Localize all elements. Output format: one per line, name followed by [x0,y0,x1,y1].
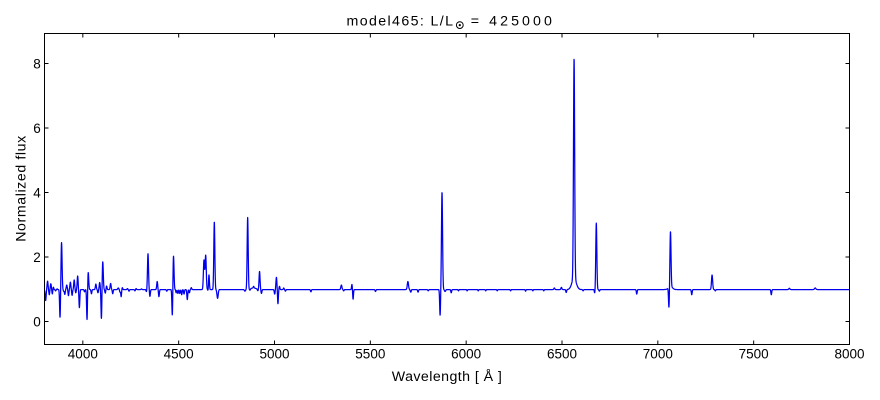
svg-text:0: 0 [33,314,41,329]
svg-text:7000: 7000 [643,346,673,361]
svg-text:4: 4 [33,185,41,200]
svg-text:Wavelength [ Å ]: Wavelength [ Å ] [392,368,502,385]
svg-text:2: 2 [33,250,41,265]
svg-text:5000: 5000 [259,346,289,361]
svg-text:6000: 6000 [451,346,481,361]
svg-text:= 425000: = 425000 [471,14,552,30]
svg-text:5500: 5500 [355,346,385,361]
svg-text:4000: 4000 [68,346,98,361]
svg-text:model465: L/L: model465: L/L [347,14,454,30]
svg-text:6500: 6500 [547,346,577,361]
svg-text:7500: 7500 [739,346,769,361]
svg-text:4500: 4500 [164,346,194,361]
svg-text:Normalized flux: Normalized flux [13,136,29,242]
svg-text:8000: 8000 [834,346,864,361]
svg-text:8: 8 [33,56,41,71]
svg-text:6: 6 [33,121,41,136]
